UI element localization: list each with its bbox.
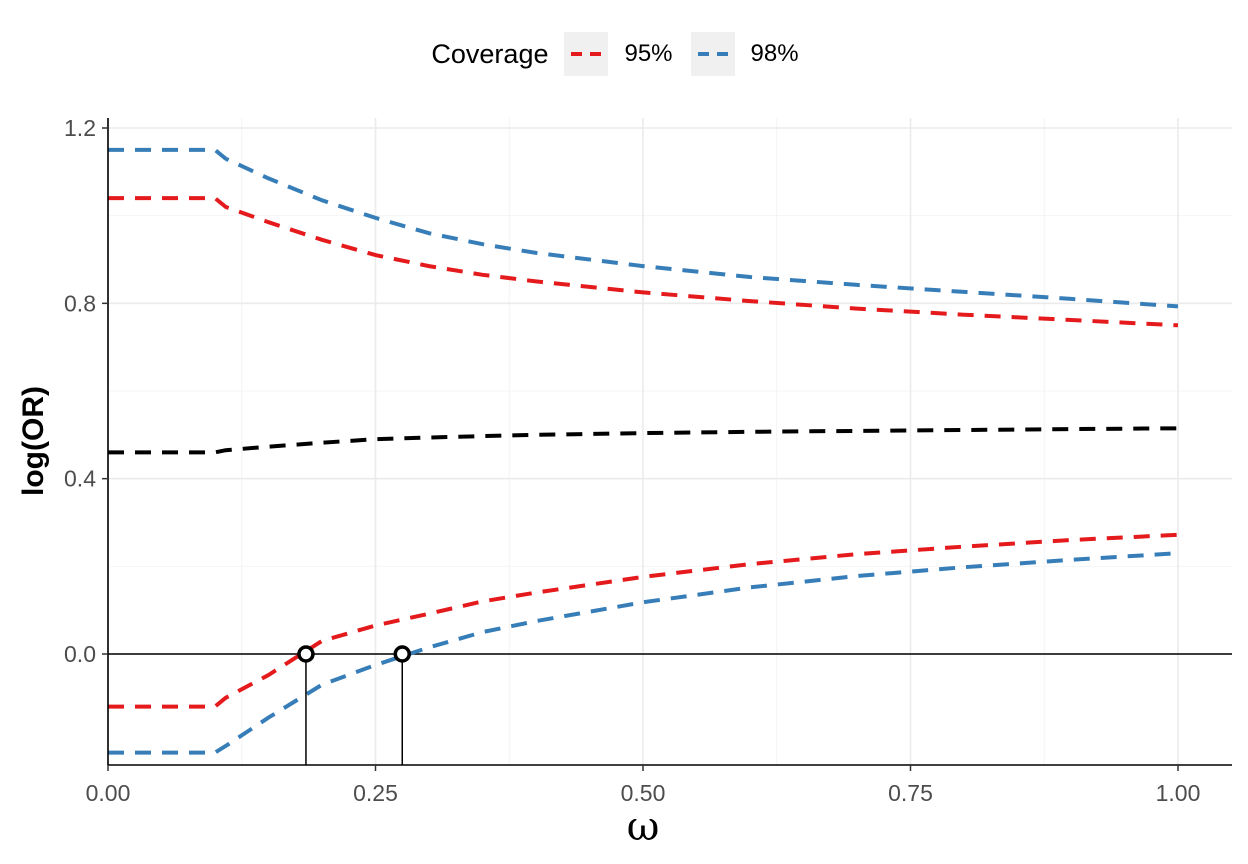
legend: Coverage 95% 98% <box>0 30 1248 78</box>
y-tick-label: 1.2 <box>64 115 96 141</box>
series-line-98-lower <box>108 551 1179 755</box>
x-tick-label: 0.25 <box>353 780 398 806</box>
zero-crossing-markers <box>297 645 411 765</box>
legend-key-98-icon <box>690 32 735 76</box>
legend-label-98: 98% <box>750 40 799 67</box>
legend-key-95-icon <box>564 32 609 76</box>
legend-item-98: 98% <box>690 32 799 76</box>
y-tick-label: 0.0 <box>64 641 96 667</box>
series-line-95-lower <box>108 532 1179 709</box>
y-axis-ticks: 0.0 0.4 0.8 1.2 <box>64 115 108 667</box>
series-line-estimate <box>108 426 1179 455</box>
y-tick-label: 0.8 <box>64 290 96 316</box>
axes <box>107 118 1232 766</box>
y-tick-label: 0.4 <box>64 466 96 492</box>
legend-label-95: 95% <box>624 40 673 67</box>
y-axis-label: log(OR) <box>17 386 50 496</box>
series-line-95-upper <box>108 196 1179 328</box>
grid <box>107 118 1232 765</box>
x-tick-label: 0.75 <box>888 780 933 806</box>
zero-crossing-point-95 <box>297 645 315 663</box>
series-lines <box>108 147 1179 755</box>
x-tick-label: 0.50 <box>621 780 666 806</box>
series-line-98-upper <box>108 147 1179 309</box>
x-tick-label: 0.00 <box>86 780 131 806</box>
legend-title: Coverage <box>431 38 549 69</box>
x-axis-ticks: 0.00 0.25 0.50 0.75 1.00 <box>86 765 1201 806</box>
x-tick-label: 1.00 <box>1156 780 1201 806</box>
zero-crossing-point-98 <box>393 645 411 663</box>
x-axis-label: ω <box>627 804 660 850</box>
legend-item-95: 95% <box>564 32 673 76</box>
